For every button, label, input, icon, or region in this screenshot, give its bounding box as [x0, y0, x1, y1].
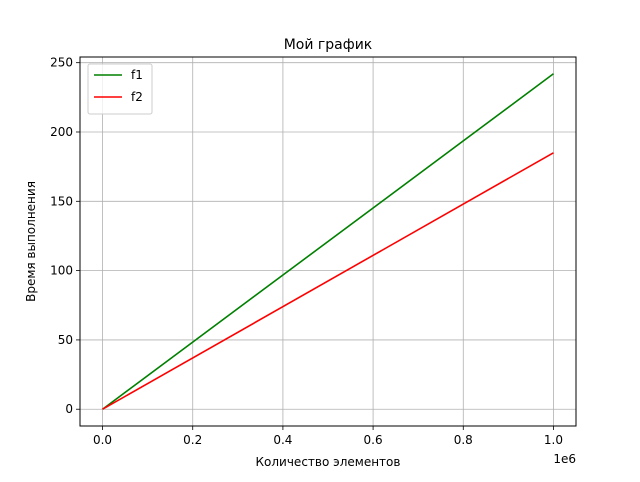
x-axis-ticks: 0.0 0.2 0.4 0.6 0.8 1.0	[93, 426, 563, 447]
series-line-f1	[102, 73, 554, 410]
x-tick-label: 1.0	[544, 433, 563, 447]
y-tick-label: 200	[50, 125, 73, 139]
x-tick-label: 0.6	[364, 433, 383, 447]
grid-lines	[80, 57, 576, 426]
x-tick-label: 0.2	[183, 433, 202, 447]
legend-box	[87, 63, 153, 115]
y-tick-label: 0	[65, 402, 73, 416]
y-tick-label: 150	[50, 194, 73, 208]
x-axis-offset-label: 1e6	[553, 452, 576, 466]
x-axis-label: Количество элементов	[256, 455, 401, 469]
y-axis-label: Время выполнения	[24, 181, 38, 302]
x-tick-label: 0.0	[93, 433, 112, 447]
chart-title: Мой график	[284, 37, 373, 53]
x-tick-label: 0.8	[454, 433, 473, 447]
y-axis-ticks: 0 50 100 150 200 250	[50, 56, 80, 416]
x-tick-label: 0.4	[273, 433, 292, 447]
y-tick-label: 250	[50, 56, 73, 70]
legend: f1 f2	[87, 63, 153, 115]
y-tick-label: 100	[50, 264, 73, 278]
axes-frame	[79, 56, 577, 427]
y-tick-label: 50	[58, 333, 73, 347]
series-lines	[102, 73, 554, 410]
legend-label-f1: f1	[131, 68, 143, 82]
series-line-f2	[102, 152, 554, 410]
legend-label-f2: f2	[131, 90, 143, 104]
